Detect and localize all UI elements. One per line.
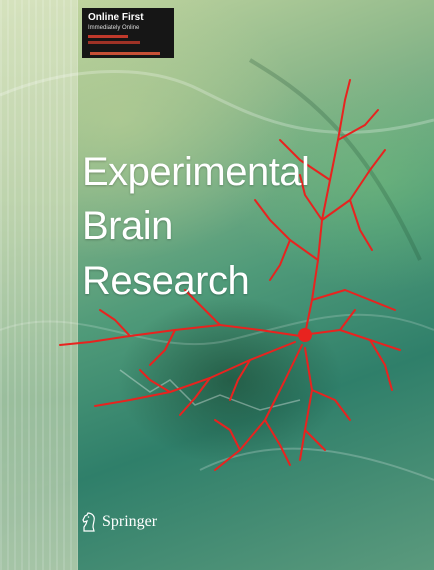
publisher-mark: Springer — [80, 510, 157, 534]
journal-title-line-2: Brain — [82, 204, 173, 248]
badge-subtitle: Immediately Online — [88, 25, 140, 31]
badge-bar — [88, 41, 140, 44]
journal-title-line-1: Experimental — [82, 150, 310, 194]
publisher-name: Springer — [102, 513, 158, 530]
badge-title: Online First — [88, 12, 144, 23]
online-first-badge: Online First Immediately Online — [82, 8, 174, 58]
chess-knight-icon — [82, 512, 95, 532]
badge-url-bar — [90, 52, 160, 55]
journal-title-line-3: Research — [82, 259, 250, 303]
badge-bar — [88, 35, 128, 38]
background-strip — [0, 0, 78, 570]
